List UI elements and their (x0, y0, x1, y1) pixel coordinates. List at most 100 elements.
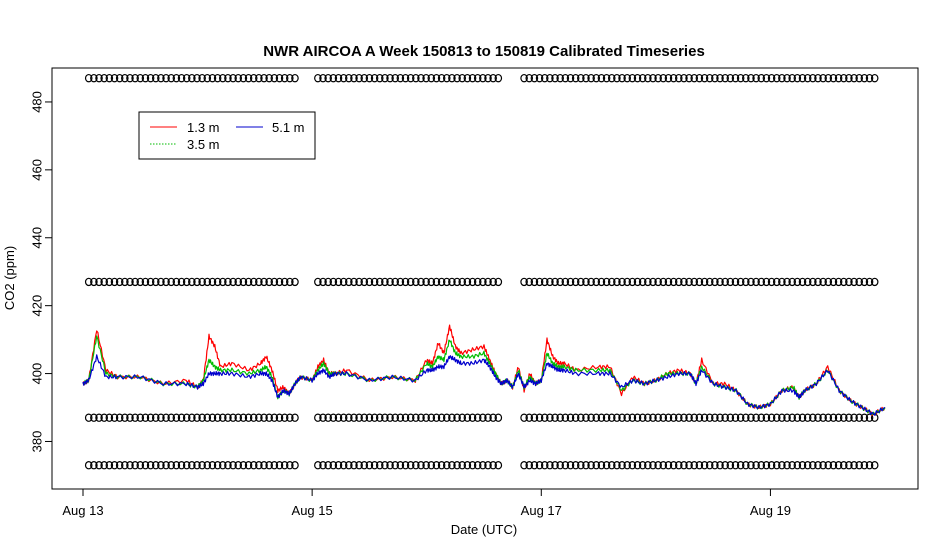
bottom-calibration-circles-marker (721, 461, 729, 470)
mid-calibration-circles-marker (767, 277, 776, 287)
bottom-calibration-circles-marker (649, 461, 657, 470)
mid-calibration-circles-marker (218, 277, 227, 287)
bottom-calibration-circles-marker (406, 461, 415, 470)
mid-calibration-circles-marker (623, 277, 632, 287)
bottom-calibration-circles-marker (167, 461, 176, 470)
upper-calibration-circles-marker (100, 73, 108, 83)
mid-calibration-circles-marker (695, 277, 704, 287)
mid-calibration-circles-marker (188, 277, 196, 287)
bottom-calibration-circles-marker (386, 461, 394, 470)
low-calibration-circles-marker (587, 413, 595, 422)
upper-calibration-circles-marker (286, 73, 294, 83)
mid-calibration-circles-marker (84, 277, 93, 287)
mid-calibration-circles-marker (685, 277, 693, 287)
bottom-calibration-circles-marker (270, 461, 279, 470)
legend-label-5-1m: 5.1 m (272, 120, 305, 135)
bottom-calibration-circles-marker (602, 461, 611, 470)
low-calibration-circles-marker (747, 413, 755, 422)
bottom-calibration-circles-marker (566, 461, 575, 470)
bottom-calibration-circles-marker (865, 461, 874, 470)
mid-calibration-circles-marker (334, 277, 343, 287)
upper-calibration-circles-marker (834, 73, 843, 83)
low-calibration-circles-marker (633, 413, 642, 422)
bottom-calibration-circles-marker (607, 461, 616, 470)
series-layer (82, 324, 886, 417)
mid-calibration-circles-marker (157, 277, 165, 287)
low-calibration-circles-marker (752, 413, 760, 422)
mid-calibration-circles-marker (577, 277, 585, 287)
bottom-calibration-circles-marker (422, 461, 430, 470)
low-calibration-circles-marker (700, 413, 709, 422)
mid-calibration-circles-marker (654, 277, 662, 287)
upper-calibration-circles-marker (162, 73, 170, 83)
bottom-calibration-circles-marker (244, 461, 253, 470)
bottom-calibration-circles-marker (582, 461, 590, 470)
bottom-calibration-circles-marker (592, 461, 601, 470)
upper-calibration-circles-marker (623, 73, 632, 83)
low-calibration-circles-marker (638, 413, 647, 422)
upper-calibration-circles-marker (592, 73, 601, 83)
mid-calibration-circles-marker (520, 277, 528, 287)
mid-calibration-circles-marker (726, 277, 735, 287)
bottom-calibration-circles-marker (350, 461, 358, 470)
bottom-calibration-circles-marker (458, 461, 467, 470)
upper-calibration-circles-marker (870, 73, 879, 83)
mid-calibration-circles-marker (659, 277, 668, 287)
mid-calibration-circles-marker (850, 277, 858, 287)
low-calibration-circles-marker (182, 413, 191, 422)
bottom-calibration-circles-marker (249, 461, 258, 470)
low-calibration-circles-marker (546, 413, 554, 422)
low-calibration-circles-marker (613, 413, 621, 422)
legend: 1.3 m 5.1 m 3.5 m (138, 111, 316, 160)
upper-calibration-circles-marker (726, 73, 735, 83)
bottom-calibration-circles-marker (860, 461, 869, 470)
low-calibration-circles-marker (623, 413, 632, 422)
low-calibration-circles-marker (530, 413, 539, 422)
upper-calibration-circles-marker (561, 73, 570, 83)
mid-calibration-circles-marker (151, 277, 160, 287)
low-calibration-circles-marker (489, 413, 497, 422)
upper-calibration-circles-marker (172, 73, 181, 83)
bottom-calibration-circles-marker (845, 461, 853, 470)
low-calibration-circles-marker (783, 413, 791, 422)
mid-calibration-circles-marker (432, 277, 441, 287)
bottom-calibration-circles-marker (126, 461, 134, 470)
upper-calibration-circles-marker (427, 73, 436, 83)
mid-calibration-circles-marker (167, 277, 176, 287)
upper-calibration-circles-marker (386, 73, 394, 83)
low-calibration-circles-marker (674, 413, 683, 422)
bottom-calibration-circles-marker (280, 461, 289, 470)
bottom-calibration-circles-marker (540, 461, 549, 470)
x-tick-label: Aug 19 (750, 503, 791, 518)
mid-calibration-circles-marker (664, 277, 673, 287)
upper-calibration-circles-marker (167, 73, 176, 83)
upper-calibration-circles-marker (540, 73, 549, 83)
bottom-calibration-circles-marker (623, 461, 632, 470)
low-calibration-circles-marker (607, 413, 616, 422)
mid-calibration-circles-marker (280, 277, 289, 287)
mid-calibration-circles-marker (540, 277, 549, 287)
bottom-calibration-circles-marker (700, 461, 709, 470)
upper-calibration-circles-marker (280, 73, 289, 83)
upper-calibration-circles-marker (182, 73, 191, 83)
upper-calibration-circles-marker (721, 73, 729, 83)
upper-calibration-circles-marker (141, 73, 150, 83)
bottom-calibration-circles-marker (370, 461, 379, 470)
bottom-calibration-circles-marker (855, 461, 864, 470)
low-calibration-circles-marker (788, 413, 796, 422)
upper-calibration-circles-marker (649, 73, 657, 83)
bottom-calibration-circles-marker (690, 461, 699, 470)
bottom-calibration-circles-marker (530, 461, 539, 470)
bottom-calibration-circles-marker (772, 461, 781, 470)
mid-calibration-circles-marker (747, 277, 755, 287)
low-calibration-circles-marker (582, 413, 590, 422)
low-calibration-circles-marker (468, 413, 477, 422)
mid-calibration-circles-marker (458, 277, 467, 287)
bottom-calibration-circles-marker (437, 461, 446, 470)
low-calibration-circles-marker (437, 413, 446, 422)
upper-calibration-circles-marker (291, 73, 299, 83)
bottom-calibration-circles-marker (417, 461, 425, 470)
low-calibration-circles-marker (664, 413, 673, 422)
bottom-calibration-circles-marker (131, 461, 139, 470)
upper-calibration-circles-marker (157, 73, 165, 83)
